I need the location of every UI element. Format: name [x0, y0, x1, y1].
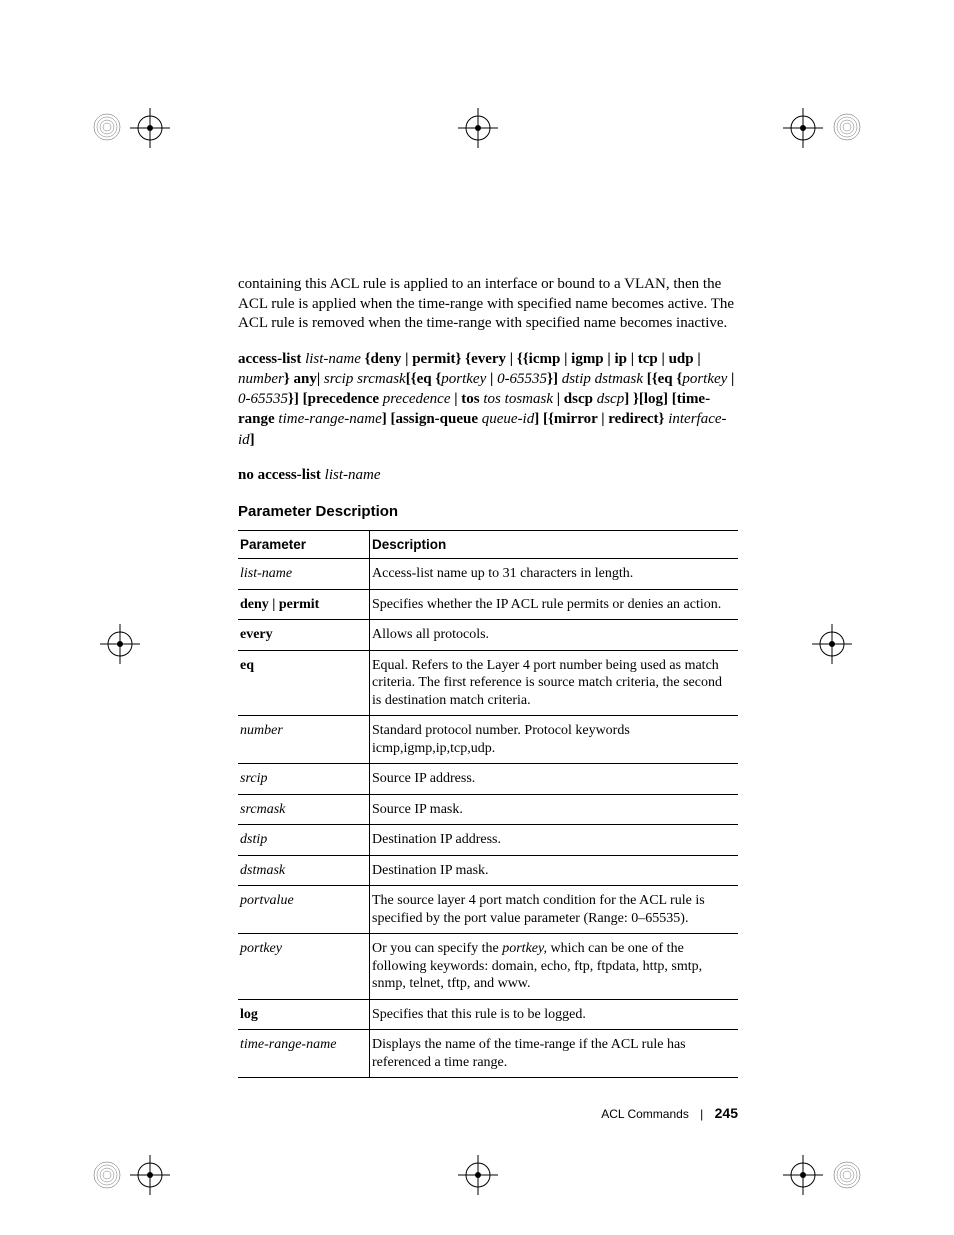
param-cell: every [238, 620, 370, 651]
table-row: numberStandard protocol number. Protocol… [238, 716, 738, 764]
table-row: list-nameAccess-list name up to 31 chara… [238, 559, 738, 590]
param-cell: dstmask [238, 855, 370, 886]
table-row: time-range-nameDisplays the name of the … [238, 1030, 738, 1078]
syntax-arg: queue-id [482, 411, 534, 427]
syntax-kw: ] [250, 432, 255, 448]
param-cell: srcip [238, 764, 370, 795]
param-cell: eq [238, 650, 370, 716]
syntax-arg: list-name [305, 351, 365, 367]
param-cell: log [238, 999, 370, 1030]
table-row: logSpecifies that this rule is to be log… [238, 999, 738, 1030]
reg-mark-top-center [458, 108, 498, 148]
syntax-arg: dstip dstmask [562, 371, 647, 387]
syntax-arg: dscp [597, 391, 625, 407]
table-row: eqEqual. Refers to the Layer 4 port numb… [238, 650, 738, 716]
param-cell: deny | permit [238, 589, 370, 620]
syntax-kw: [{eq { [406, 371, 442, 387]
table-row: portvalueThe source layer 4 port match c… [238, 886, 738, 934]
desc-cell: Allows all protocols. [370, 620, 739, 651]
desc-cell: Source IP address. [370, 764, 739, 795]
reg-mark-mid-left [100, 624, 140, 664]
param-cell: srcmask [238, 794, 370, 825]
col-header-parameter: Parameter [238, 531, 370, 559]
param-cell: portvalue [238, 886, 370, 934]
desc-cell: Specifies whether the IP ACL rule permit… [370, 589, 739, 620]
syntax-arg: 0-65535 [238, 391, 288, 407]
syntax-kw: | dscp [557, 391, 597, 407]
param-cell: dstip [238, 825, 370, 856]
param-cell: number [238, 716, 370, 764]
desc-cell: Access-list name up to 31 characters in … [370, 559, 739, 590]
syntax-kw: ] [{mirror | redirect} [534, 411, 668, 427]
page-footer: ACL Commands | 245 [238, 1105, 738, 1121]
footer-separator: | [700, 1107, 703, 1121]
desc-cell: Equal. Refers to the Layer 4 port number… [370, 650, 739, 716]
table-row: srcmaskSource IP mask. [238, 794, 738, 825]
rosette-top-left [92, 112, 122, 142]
rosette-bot-left [92, 1160, 122, 1190]
syntax-kw: | [490, 371, 497, 387]
syntax-arg: srcip srcmask [324, 371, 406, 387]
table-row: portkeyOr you can specify the portkey, w… [238, 934, 738, 1000]
rosette-bot-right [832, 1160, 862, 1190]
reg-mark-mid-right [812, 624, 852, 664]
table-row: deny | permitSpecifies whether the IP AC… [238, 589, 738, 620]
desc-cell: Source IP mask. [370, 794, 739, 825]
table-row: dstmaskDestination IP mask. [238, 855, 738, 886]
desc-cell: Destination IP address. [370, 825, 739, 856]
intro-paragraph: containing this ACL rule is applied to a… [238, 275, 738, 334]
reg-mark-bot-center [458, 1155, 498, 1195]
syntax-arg: number [238, 371, 284, 387]
syntax-arg: time-range-name [278, 411, 381, 427]
syntax-arg: 0-65535 [497, 371, 547, 387]
syntax-arg: precedence [383, 391, 454, 407]
section-heading: Parameter Description [238, 503, 738, 520]
table-row: everyAllows all protocols. [238, 620, 738, 651]
reg-mark-top-right [783, 108, 823, 148]
syntax-kw: access-list [238, 351, 305, 367]
table-row: srcipSource IP address. [238, 764, 738, 795]
desc-cell: Displays the name of the time-range if t… [370, 1030, 739, 1078]
desc-cell: The source layer 4 port match condition … [370, 886, 739, 934]
syntax-arg: portkey [682, 371, 731, 387]
desc-cell: Destination IP mask. [370, 855, 739, 886]
param-cell: time-range-name [238, 1030, 370, 1078]
desc-cell: Specifies that this rule is to be logged… [370, 999, 739, 1030]
syntax-kw: no access-list [238, 467, 325, 483]
reg-mark-bot-right [783, 1155, 823, 1195]
syntax-kw: {deny | permit} {every | {{icmp | igmp |… [365, 351, 701, 367]
syntax-kw: | [731, 371, 734, 387]
syntax-kw: } any| [284, 371, 324, 387]
syntax-kw: }] [547, 371, 562, 387]
col-header-description: Description [370, 531, 739, 559]
footer-section: ACL Commands [601, 1107, 689, 1121]
reg-mark-top-left [130, 108, 170, 148]
table-row: dstipDestination IP address. [238, 825, 738, 856]
parameter-table: Parameter Description list-nameAccess-li… [238, 530, 738, 1078]
page-content: containing this ACL rule is applied to a… [238, 260, 738, 1078]
param-cell: list-name [238, 559, 370, 590]
syntax-kw: [{eq { [647, 371, 683, 387]
syntax-kw: | tos [454, 391, 483, 407]
syntax-arg: tos tosmask [483, 391, 556, 407]
command-syntax: access-list list-name {deny | permit} {e… [238, 349, 738, 450]
no-command-syntax: no access-list list-name [238, 465, 738, 485]
syntax-arg: portkey [441, 371, 490, 387]
reg-mark-bot-left [130, 1155, 170, 1195]
syntax-arg: list-name [325, 467, 381, 483]
rosette-top-right [832, 112, 862, 142]
desc-cell: Standard protocol number. Protocol keywo… [370, 716, 739, 764]
syntax-kw: ] [assign-queue [382, 411, 482, 427]
page-number: 245 [715, 1105, 738, 1121]
param-cell: portkey [238, 934, 370, 1000]
desc-cell: Or you can specify the portkey, which ca… [370, 934, 739, 1000]
syntax-kw: }] [precedence [288, 391, 383, 407]
